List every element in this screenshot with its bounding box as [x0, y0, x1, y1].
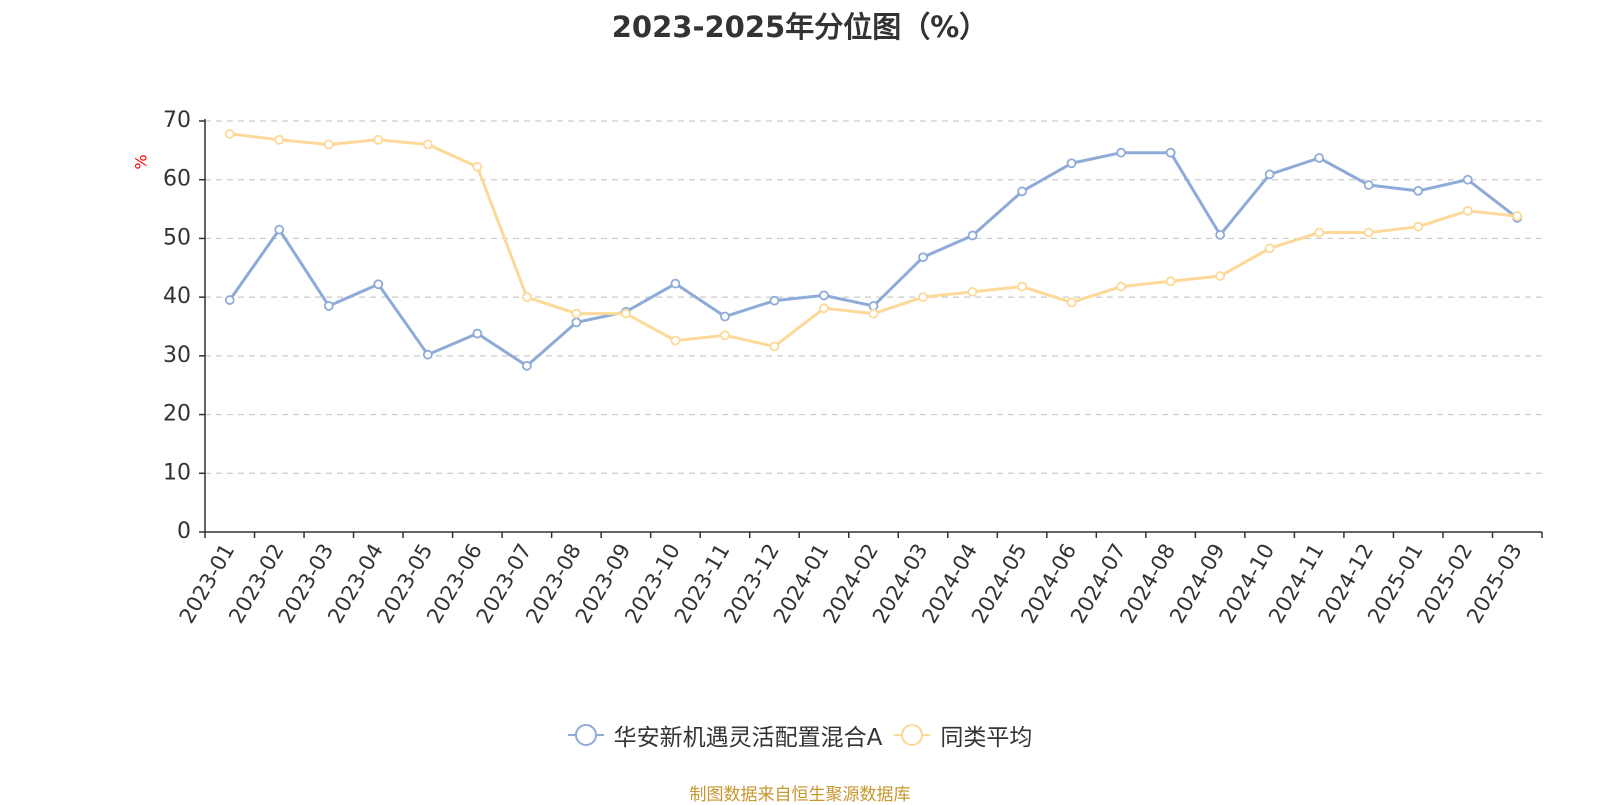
- data-point-series-1[interactable]: [1116, 147, 1126, 158]
- y-tick-label: 0: [177, 519, 191, 544]
- y-tick-label: 30: [163, 343, 191, 368]
- legend-label-series-a: 华安新机遇灵活配置混合A: [613, 725, 883, 751]
- data-point-series-1[interactable]: [571, 317, 582, 328]
- y-tick-label: 50: [163, 225, 191, 250]
- source-note: 制图数据来自恒生聚源数据库: [689, 785, 911, 805]
- data-point-series-2[interactable]: [521, 292, 532, 303]
- series-line-1: [228, 151, 1519, 368]
- data-point-series-2[interactable]: [1314, 227, 1325, 238]
- data-point-series-2[interactable]: [1017, 281, 1027, 292]
- y-tick-label: 10: [163, 460, 191, 485]
- data-point-series-2[interactable]: [769, 341, 780, 352]
- data-point-series-1[interactable]: [967, 230, 978, 241]
- data-point-series-2[interactable]: [1215, 271, 1226, 281]
- data-point-series-2[interactable]: [1363, 227, 1374, 238]
- data-point-series-1[interactable]: [769, 295, 780, 306]
- data-point-series-1[interactable]: [1165, 147, 1176, 158]
- y-tick-label: 20: [163, 402, 191, 427]
- chart-title: 2023-2025年分位图（%）: [611, 10, 989, 44]
- data-point-series-2[interactable]: [1264, 243, 1275, 254]
- data-point-series-2[interactable]: [918, 292, 928, 303]
- data-point-series-2[interactable]: [1512, 211, 1523, 222]
- y-tick-label: 60: [163, 167, 191, 192]
- legend-symbol-series-a: [567, 724, 604, 746]
- legend-symbol-series-b: [894, 724, 931, 746]
- data-point-series-2[interactable]: [819, 303, 829, 314]
- data-point-series-1[interactable]: [1314, 153, 1325, 163]
- data-point-series-1[interactable]: [274, 224, 285, 235]
- data-point-series-1[interactable]: [521, 360, 532, 371]
- data-point-series-2[interactable]: [1066, 297, 1077, 308]
- data-point-series-1[interactable]: [422, 349, 433, 360]
- data-point-series-2[interactable]: [274, 134, 285, 145]
- data-point-series-1[interactable]: [720, 311, 730, 322]
- data-point-series-2[interactable]: [373, 134, 384, 145]
- data-point-series-2[interactable]: [472, 161, 483, 172]
- data-point-series-1[interactable]: [1215, 230, 1226, 240]
- data-point-series-2[interactable]: [1116, 281, 1126, 292]
- data-point-series-2[interactable]: [720, 330, 730, 341]
- data-point-series-2[interactable]: [967, 286, 978, 297]
- data-point-series-2[interactable]: [868, 308, 879, 319]
- data-point-series-2[interactable]: [1413, 221, 1424, 232]
- data-point-series-2[interactable]: [1462, 205, 1473, 216]
- data-point-series-1[interactable]: [224, 295, 235, 305]
- legend-item-series-a[interactable]: 华安新机遇灵活配置混合A: [567, 718, 883, 752]
- y-tick-label: 40: [163, 284, 191, 309]
- axes: 0102030405060702023-012023-022023-032023…: [163, 108, 1543, 627]
- data-point-series-1[interactable]: [1363, 180, 1374, 190]
- data-point-series-1[interactable]: [1264, 169, 1275, 180]
- data-point-series-2[interactable]: [422, 139, 433, 150]
- data-point-series-1[interactable]: [472, 328, 483, 339]
- data-point-series-1[interactable]: [1413, 185, 1424, 196]
- data-point-series-2[interactable]: [571, 308, 582, 319]
- data-point-series-2[interactable]: [224, 129, 235, 139]
- data-point-series-1[interactable]: [373, 279, 384, 290]
- data-point-series-1[interactable]: [1462, 174, 1473, 185]
- data-point-series-1[interactable]: [1017, 186, 1027, 197]
- y-tick-label: 70: [163, 108, 191, 133]
- y-axis-label: %: [132, 154, 151, 169]
- data-point-series-2[interactable]: [670, 335, 681, 346]
- data-point-series-1[interactable]: [670, 278, 681, 289]
- data-point-series-1[interactable]: [323, 301, 334, 311]
- data-point-series-2[interactable]: [1165, 276, 1176, 287]
- data-point-series-2[interactable]: [621, 308, 631, 319]
- data-point-series-1[interactable]: [1066, 158, 1077, 169]
- data-point-series-2[interactable]: [323, 139, 334, 150]
- legend-item-series-b[interactable]: 同类平均: [894, 718, 1032, 752]
- legend: 华安新机遇灵活配置混合A 同类平均: [0, 718, 1600, 752]
- grid-lines: [205, 120, 1542, 474]
- data-point-series-1[interactable]: [918, 252, 928, 263]
- legend-label-series-b: 同类平均: [940, 725, 1033, 751]
- series-group: [224, 129, 1523, 371]
- data-point-series-1[interactable]: [819, 290, 829, 301]
